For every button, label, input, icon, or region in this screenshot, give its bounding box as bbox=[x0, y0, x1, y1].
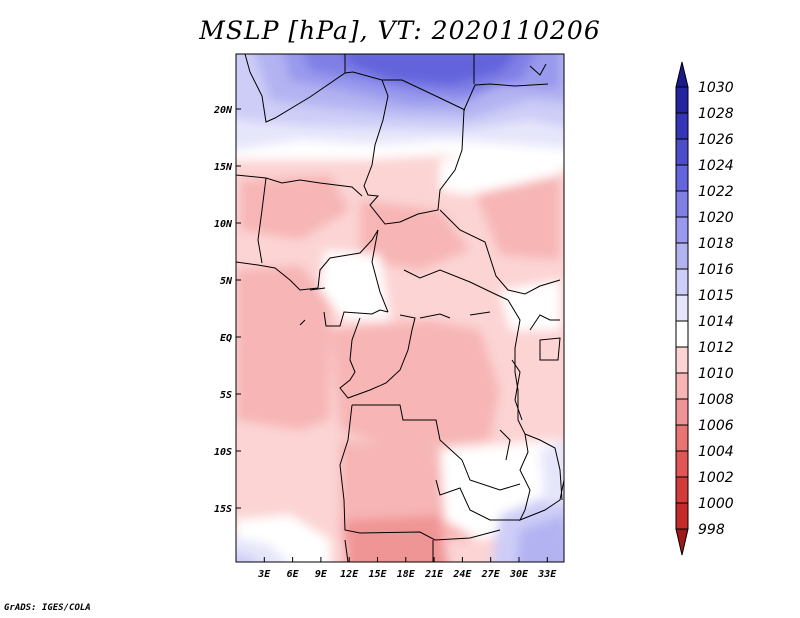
longitude-axis: 3E 6E 9E 12E 15E 18E 21E 24E 27E 30E 33E bbox=[257, 557, 557, 580]
colorbar-label: 1002 bbox=[698, 470, 734, 486]
latitude-axis: 20N 15N 10N 5N EQ 5S 10S 15S bbox=[213, 105, 241, 515]
colorbar-segment bbox=[675, 190, 689, 218]
colorbar-segment bbox=[675, 216, 689, 244]
colorbar-segment bbox=[675, 450, 689, 478]
colorbar-label: 1026 bbox=[698, 132, 734, 148]
lat-tick-label: 5S bbox=[220, 390, 232, 401]
colorbar-segment bbox=[675, 112, 689, 140]
colorbar-label: 1000 bbox=[698, 496, 734, 512]
lat-tick-label: 15N bbox=[214, 162, 233, 173]
colorbar-legend: 1030 1028 1026 1024 1022 1020 1018 1016 1015 1014… bbox=[675, 61, 734, 556]
colorbar-label: 1022 bbox=[698, 184, 734, 200]
colorbar-segment bbox=[675, 164, 689, 192]
pressure-field bbox=[236, 54, 564, 562]
colorbar-label: 1024 bbox=[698, 158, 734, 174]
lon-tick-label: 12E bbox=[340, 569, 359, 580]
lon-tick-label: 30E bbox=[509, 569, 529, 580]
colorbar-label: 1020 bbox=[698, 210, 734, 226]
lon-tick-label: 33E bbox=[537, 569, 557, 580]
colorbar-label: 1018 bbox=[698, 236, 734, 252]
colorbar-segment bbox=[675, 138, 689, 166]
lat-tick-label: 5N bbox=[220, 276, 233, 287]
colorbar-label: 1012 bbox=[698, 340, 734, 356]
colorbar-segment bbox=[675, 242, 689, 270]
colorbar-segment bbox=[675, 268, 689, 296]
colorbar-segment bbox=[675, 86, 689, 114]
lat-tick-label: 15S bbox=[214, 504, 232, 515]
colorbar-label: 1006 bbox=[698, 418, 734, 434]
lat-tick-label: 10N bbox=[214, 219, 233, 230]
lon-tick-label: 9E bbox=[315, 569, 328, 580]
lat-tick-label: 20N bbox=[213, 105, 233, 116]
colorbar-label: 1016 bbox=[698, 262, 734, 278]
lon-tick-label: 3E bbox=[257, 569, 271, 580]
lon-tick-label: 27E bbox=[481, 569, 501, 580]
colorbar-segment bbox=[675, 346, 689, 374]
map-title: MSLP [hPa], VT: 2020110206 bbox=[199, 16, 601, 45]
lat-tick-label: EQ bbox=[220, 333, 232, 344]
lon-tick-label: 6E bbox=[287, 569, 300, 580]
lon-tick-label: 21E bbox=[424, 569, 444, 580]
colorbar-label: 1008 bbox=[698, 392, 734, 408]
colorbar-label: 1014 bbox=[698, 314, 734, 330]
plot-frame bbox=[235, 53, 565, 563]
colorbar-segment bbox=[675, 372, 689, 400]
colorbar-label: 1028 bbox=[698, 106, 734, 122]
colorbar-segment bbox=[675, 424, 689, 452]
colorbar-segment bbox=[675, 320, 689, 348]
lon-tick-label: 18E bbox=[397, 569, 416, 580]
lon-tick-label: 15E bbox=[368, 569, 387, 580]
lon-tick-label: 24E bbox=[452, 569, 472, 580]
grads-credit: GrADS: IGES/COLA bbox=[4, 603, 91, 613]
colorbar-bottom-arrow bbox=[675, 528, 689, 556]
colorbar-label: 1015 bbox=[698, 288, 734, 304]
colorbar-segment bbox=[675, 476, 689, 504]
colorbar-label: 998 bbox=[698, 522, 725, 538]
colorbar-segment bbox=[675, 294, 689, 322]
colorbar-segment bbox=[675, 502, 689, 530]
colorbar-segment bbox=[675, 398, 689, 426]
country-borders bbox=[236, 54, 564, 562]
colorbar-top-arrow bbox=[675, 61, 689, 88]
colorbar-label: 1004 bbox=[698, 444, 734, 460]
colorbar-label: 1030 bbox=[698, 80, 734, 96]
colorbar-label: 1010 bbox=[698, 366, 734, 382]
lat-tick-label: 10S bbox=[214, 447, 232, 458]
